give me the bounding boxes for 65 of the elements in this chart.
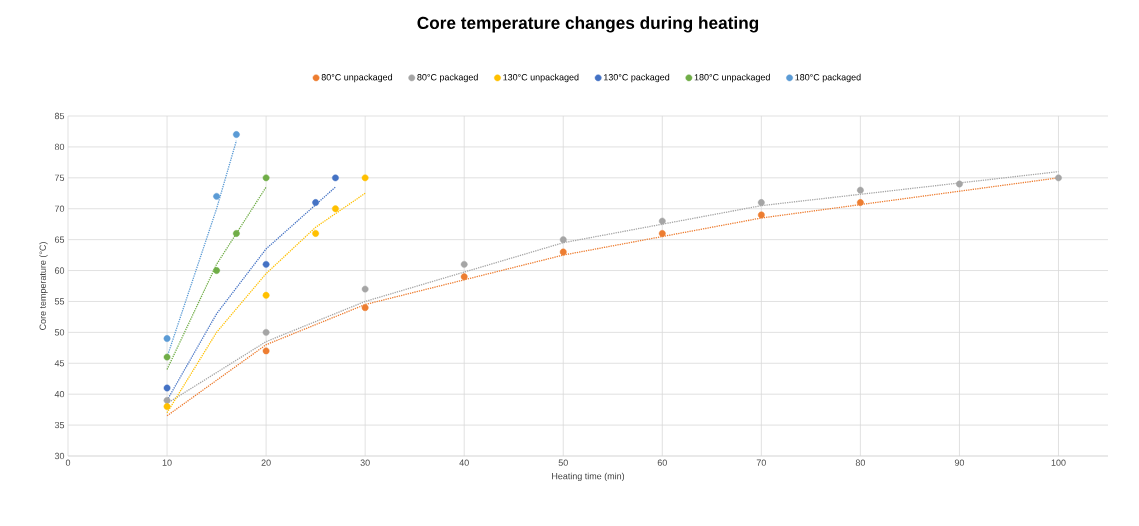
point [233,230,240,237]
x-tick-label: 80 [855,459,866,466]
y-tick-label: 60 [54,267,65,274]
x-tick-label: 70 [756,459,766,466]
point [361,285,369,293]
point [857,186,864,194]
point [312,230,320,237]
x-tick-label: 90 [954,459,965,466]
y-tick-label: 35 [54,421,65,429]
point [163,353,171,361]
y-tick-label: 50 [54,329,65,336]
point [460,260,468,268]
legend-label: 180°C packaged [795,73,861,83]
x-tick-label: 50 [558,459,568,466]
point [956,180,963,188]
y-tick-label: 80 [54,143,65,151]
point [1055,174,1062,182]
point [213,267,220,274]
y-axis-title: Core temperature (°C) [39,242,48,330]
y-tick-label: 55 [54,298,65,305]
point [163,396,171,404]
legend-label: 180°C unpackaged [694,73,770,83]
point [163,384,171,392]
point [361,304,369,312]
legend-label: 130°C packaged [604,73,670,83]
point [757,199,765,206]
x-tick-label: 60 [657,459,667,466]
y-tick-label: 70 [54,205,65,212]
point [757,211,765,219]
y-tick-label: 40 [54,391,65,398]
legend-label: 80°C unpackaged [321,73,393,83]
point [262,260,270,268]
point [332,205,339,213]
point [213,192,220,200]
y-tick-label: 65 [54,236,65,243]
x-tick-label: 30 [360,459,370,466]
chart-title: Core temperature changes during heating [417,16,759,33]
y-tick-label: 75 [54,174,65,181]
point [361,174,369,182]
point [658,230,666,237]
x-axis-title: Heating time (min) [552,472,625,482]
y-tick-label: 45 [54,360,65,367]
legend-label: 80°C packaged [417,73,478,83]
point [857,199,864,206]
point [460,273,468,281]
x-tick-label: 0 [65,459,71,466]
point [559,236,567,244]
point [332,174,339,182]
x-tick-label: 40 [459,459,469,466]
y-tick-label: 30 [54,452,65,460]
x-tick-label: 100 [1051,459,1066,466]
point [658,217,666,225]
point [233,131,240,138]
point [559,248,567,256]
point [163,403,171,410]
point [262,174,270,182]
legend-label: 130°C unpackaged [503,73,579,83]
point [163,335,171,342]
point [262,328,270,336]
point [312,199,320,206]
x-tick-label: 20 [261,459,271,466]
point [262,291,270,299]
x-tick-label: 10 [162,459,172,466]
point [262,347,270,355]
y-tick-label: 85 [54,112,65,120]
